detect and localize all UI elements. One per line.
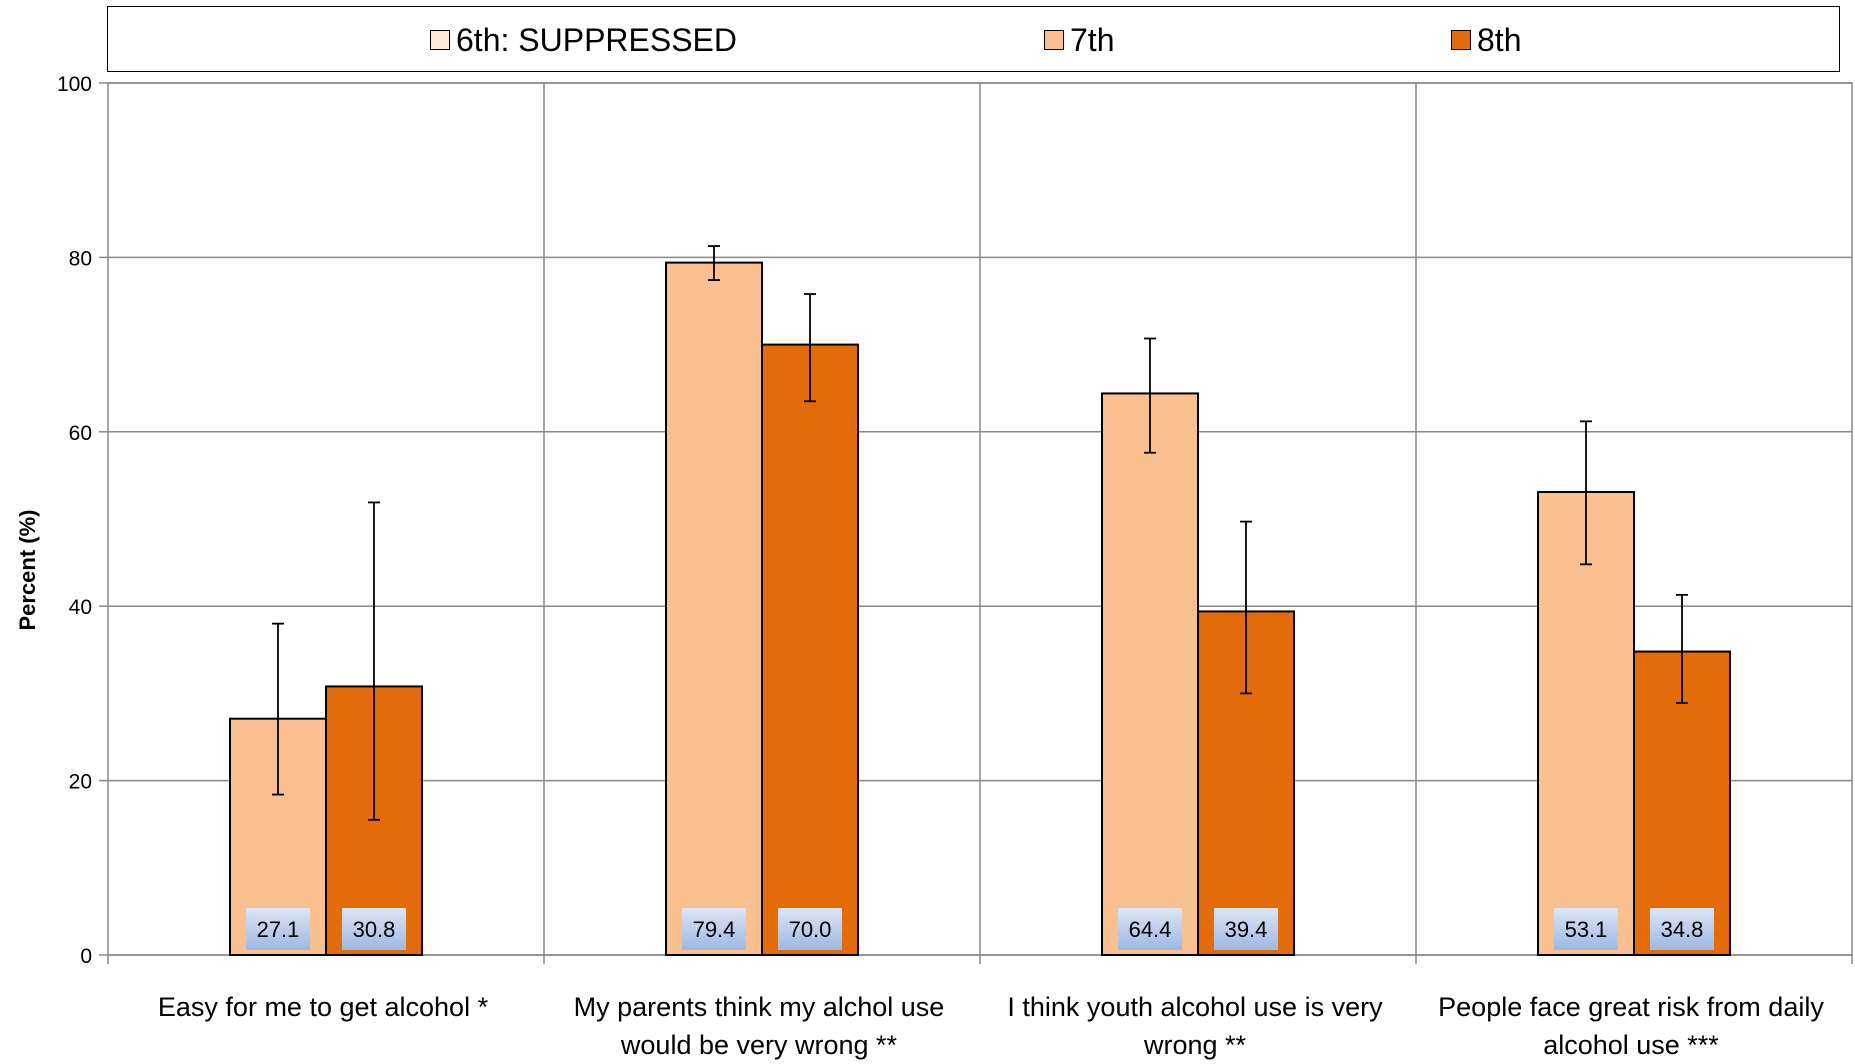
data-labels: 27.1 30.8 79.4 70.0 64.4 39.4 53.1 34.8 [246, 908, 1714, 950]
y-tick-label: 20 [69, 771, 92, 794]
legend-item-6th: 6th: SUPPRESSED [430, 7, 737, 73]
data-label: 30.8 [353, 917, 396, 942]
legend-item-8th: 8th [1451, 7, 1521, 73]
x-category-label-3: People face great risk from daily alcoho… [1438, 992, 1824, 1060]
y-tick-label: 40 [69, 596, 92, 619]
data-label: 70.0 [789, 917, 832, 942]
data-label-bg [682, 908, 746, 950]
data-label: 27.1 [257, 917, 300, 942]
data-label-bg [1118, 908, 1182, 950]
bar-8th-1 [761, 343, 859, 957]
legend-label-8th: 8th [1477, 21, 1522, 58]
bar-7th-3 [1537, 490, 1635, 956]
data-label-bg [1554, 908, 1618, 950]
data-label: 34.8 [1661, 917, 1704, 942]
legend-label-6th: 6th: SUPPRESSED [456, 21, 737, 58]
error-bars [272, 245, 1688, 821]
y-axis-ticks: 0 20 40 60 80 100 [57, 73, 1853, 968]
x-category-label-0: Easy for me to get alcohol * [157, 992, 489, 1022]
x-category-label-1: My parents think my alchol use would be … [573, 992, 945, 1060]
legend-swatch-8th [1451, 30, 1471, 50]
data-label-bg [1214, 908, 1278, 950]
data-label-bg [1650, 908, 1714, 950]
data-label: 39.4 [1225, 917, 1268, 942]
bar-7th-2 [1101, 392, 1199, 956]
y-axis-title: Percent (%) [8, 490, 48, 650]
y-tick-label: 100 [57, 73, 92, 96]
y-tick-label: 80 [69, 247, 92, 270]
y-tick-label: 0 [80, 945, 92, 968]
bars [229, 261, 1731, 957]
y-axis-label: Percent (%) [15, 509, 40, 631]
legend-swatch-6th [430, 30, 450, 50]
legend-item-7th: 7th [1044, 7, 1114, 73]
x-category-label-2: I think youth alcohol use is very wrong … [1007, 992, 1383, 1060]
legend-label-7th: 7th [1070, 21, 1115, 58]
bar-7th-1 [665, 261, 763, 956]
data-label-bg [342, 908, 406, 950]
data-label-bg [778, 908, 842, 950]
legend: 6th: SUPPRESSED 7th 8th [107, 6, 1840, 72]
legend-swatch-7th [1044, 30, 1064, 50]
y-tick-label: 60 [69, 422, 92, 445]
data-label-bg [246, 908, 310, 950]
data-label: 79.4 [693, 917, 736, 942]
data-label: 64.4 [1129, 917, 1172, 942]
data-label: 53.1 [1565, 917, 1608, 942]
